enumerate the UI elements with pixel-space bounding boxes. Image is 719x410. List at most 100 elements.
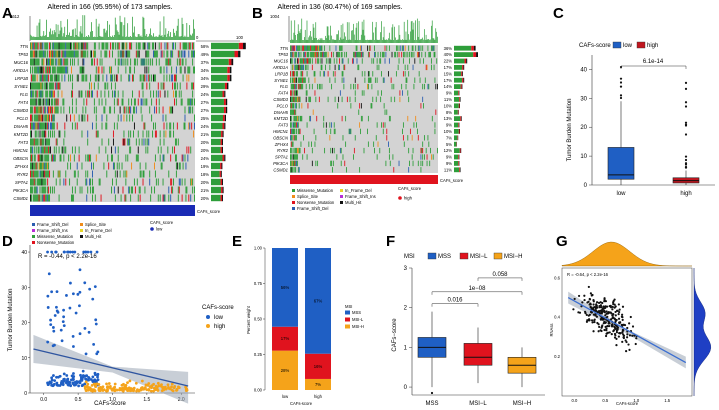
mutation-cell [382, 122, 384, 128]
legend-key [32, 235, 35, 238]
mutation-cell [70, 58, 72, 66]
mutation-cell [85, 170, 87, 178]
point-high [147, 382, 151, 385]
mutation-cell [433, 64, 435, 71]
mutation-cell [359, 122, 361, 128]
sample-tmb-bar [181, 17, 183, 40]
mutation-cell [108, 162, 110, 170]
mutation-cell [341, 51, 343, 58]
mutation-cell [48, 74, 50, 82]
point [592, 299, 595, 302]
mutation-cell [63, 66, 65, 74]
mutation-cell [128, 98, 130, 106]
mutation-cell [296, 51, 298, 58]
sample-tmb-bar [346, 39, 347, 43]
sample-tmb-bar [381, 21, 382, 43]
mutation-cell [82, 58, 84, 66]
mutation-cell [70, 114, 72, 122]
mutation-cell [63, 106, 65, 114]
sample-tmb-bar [290, 20, 292, 43]
mutation-cell [379, 147, 381, 154]
mutation-cell [39, 114, 41, 122]
mutation-cell [50, 146, 51, 154]
mutation-cell [418, 51, 420, 58]
mutation-cell [374, 77, 376, 83]
point [608, 331, 611, 334]
panel-c-legend-low-key [612, 41, 622, 49]
mutation-cell [85, 178, 87, 186]
mutation-cell [350, 128, 352, 135]
gene-bar-multihit [460, 148, 462, 153]
mutation-cell [318, 58, 319, 64]
sample-tmb-bar [111, 36, 112, 40]
mutation-cell [36, 170, 38, 178]
mutation-cell [313, 45, 315, 51]
percent-label: 29% [201, 84, 210, 89]
gene-bar-multihit [222, 178, 223, 186]
mutation-cell [65, 170, 67, 178]
mutation-cell [339, 58, 340, 64]
mutation-cell [133, 98, 135, 106]
sample-tmb-bar [340, 25, 342, 43]
sample-tmb-bar [121, 22, 123, 40]
mutation-cell [47, 186, 49, 194]
point-high [121, 387, 125, 391]
sample-tmb-bar [390, 39, 392, 43]
mutation-cell [168, 170, 170, 178]
mutation-cell [162, 82, 164, 90]
mutation-cell [43, 130, 45, 138]
mutation-cell [422, 45, 424, 51]
point [593, 305, 596, 309]
point [626, 333, 629, 336]
point-low [63, 379, 66, 383]
mutation-cell [146, 50, 148, 58]
mutation-cell [290, 109, 292, 115]
mutation-cell [42, 74, 44, 82]
sample-tmb-bar [150, 28, 151, 40]
mutation-cell [56, 66, 58, 74]
mutation-cell [40, 90, 42, 98]
mutation-cell [30, 58, 31, 66]
mutation-cell [339, 90, 341, 96]
mutation-cell [72, 50, 74, 58]
sample-tmb-bar [299, 32, 301, 43]
mutation-cell [105, 50, 107, 58]
mutation-cell [46, 194, 48, 202]
panel-b-annot-legend-high: high [404, 196, 413, 201]
mutation-cell [95, 114, 97, 122]
gene-bar-missense [211, 82, 225, 90]
sample-tmb-bar [353, 23, 354, 43]
point [614, 310, 617, 314]
mutation-cell [307, 64, 309, 71]
mutation-cell [409, 160, 410, 167]
point-low [91, 297, 95, 301]
mutation-cell [94, 194, 96, 202]
mutation-cell [146, 74, 148, 82]
point-low [69, 378, 73, 382]
mutation-cell [344, 64, 346, 71]
panel-a-percent-labels: 58%49%37%34%34%29%24%27%27%25%24%21%20%2… [201, 44, 210, 201]
mutation-cell [295, 135, 297, 141]
gene-bar-nonsense [459, 97, 461, 102]
mutation-cell [290, 51, 292, 58]
mutation-cell [36, 82, 38, 90]
mutation-cell [137, 194, 139, 202]
gene-bar-nonsense [460, 84, 462, 89]
mutation-cell [171, 178, 173, 186]
panel-b-gene-labels: TTNTP53MUC16ARID1ALRP1BSYNE1FLGFAT4CSMD3… [272, 46, 289, 173]
mutation-cell [89, 90, 91, 98]
mutation-cell [435, 83, 437, 90]
mutation-cell [50, 90, 52, 98]
mutation-cell [58, 170, 60, 178]
mutation-cell [49, 50, 51, 58]
mutation-cell [40, 154, 42, 162]
mutation-cell [341, 115, 343, 122]
mutation-cell [361, 90, 363, 96]
point-high [163, 385, 167, 389]
sample-tmb-bar [407, 19, 409, 43]
mutation-cell [112, 42, 114, 50]
mutation-cell [47, 90, 49, 98]
mutation-cell [40, 50, 42, 58]
mutation-cell [179, 58, 181, 66]
mutation-cell [155, 130, 157, 138]
